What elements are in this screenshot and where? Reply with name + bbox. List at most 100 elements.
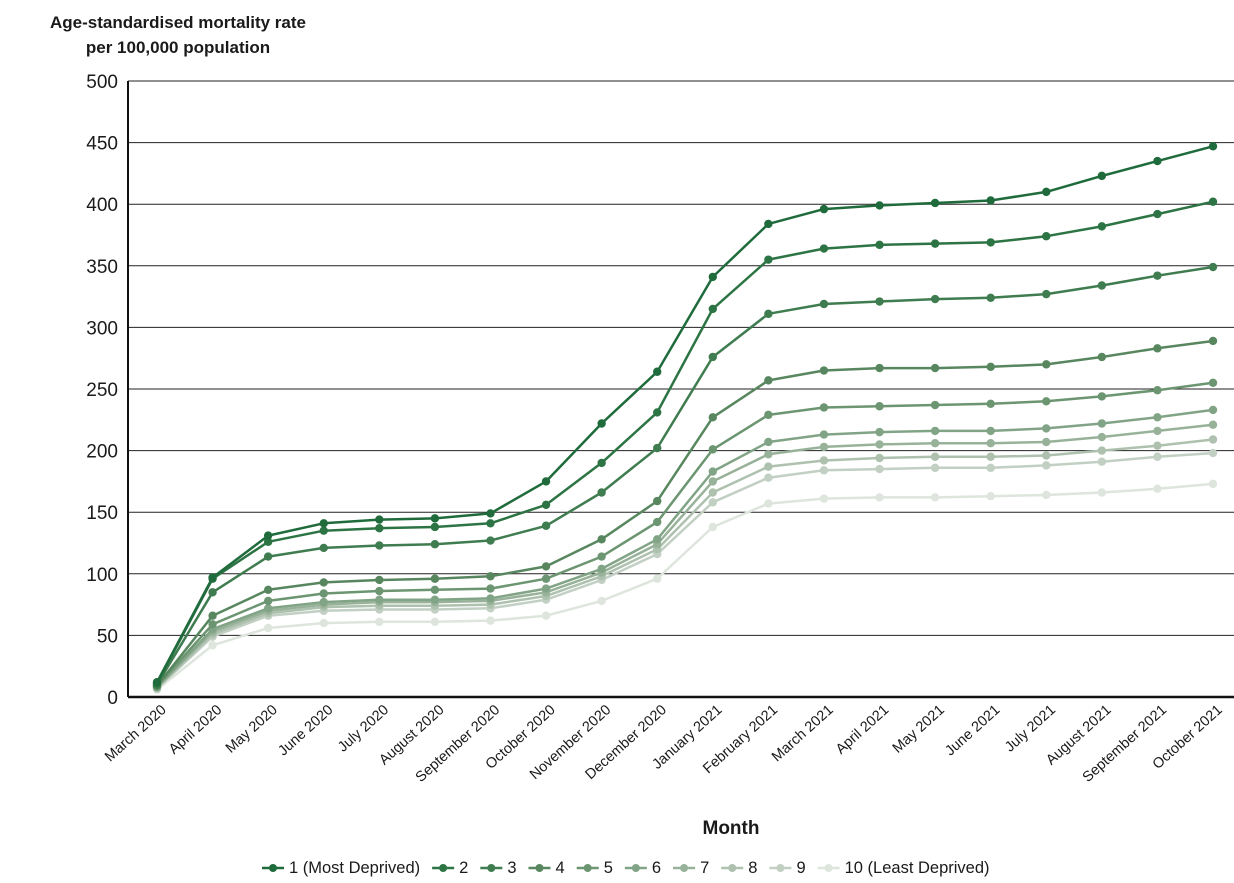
series-line: [156, 482, 1214, 691]
data-point: [1042, 187, 1051, 197]
legend-label: 2: [459, 859, 468, 877]
x-tick-label: March 2021: [769, 702, 837, 765]
data-point: [653, 367, 662, 376]
data-point: [375, 541, 384, 550]
legend-label: 6: [652, 859, 661, 877]
y-tick-label: 150: [86, 503, 118, 524]
data-point: [1153, 484, 1162, 493]
data-point: [541, 521, 551, 530]
data-point: [986, 439, 995, 448]
data-point: [819, 299, 829, 309]
data-point: [819, 430, 829, 439]
data-point: [430, 585, 440, 595]
series-line: [156, 438, 1214, 690]
data-point: [1042, 232, 1051, 241]
data-point: [1097, 222, 1107, 231]
data-point: [1208, 448, 1218, 458]
data-point: [1208, 262, 1218, 272]
data-point: [319, 578, 328, 587]
data-point: [764, 255, 773, 264]
data-point: [319, 597, 328, 607]
data-point: [986, 452, 995, 461]
data-point: [930, 452, 940, 461]
data-point: [1208, 420, 1218, 429]
data-point: [375, 575, 384, 585]
data-point: [486, 584, 495, 593]
data-point: [930, 493, 940, 502]
data-point: [708, 522, 717, 532]
data-point: [1042, 451, 1051, 460]
data-point: [430, 514, 440, 523]
x-tick-label: June 2021: [942, 702, 1003, 759]
data-point: [1097, 352, 1107, 362]
data-point: [653, 496, 662, 506]
legend-marker: [487, 864, 496, 872]
data-point: [930, 439, 940, 448]
data-point: [1042, 397, 1051, 406]
y-tick-label: 0: [107, 688, 118, 709]
y-axis-title-line-1: Age-standardised mortality rate: [49, 13, 306, 32]
y-tick-label: 350: [86, 257, 118, 278]
data-point: [208, 573, 217, 582]
data-point: [1097, 171, 1107, 181]
data-point: [263, 623, 273, 633]
data-point: [708, 413, 717, 422]
data-point: [1097, 446, 1107, 455]
y-tick-label: 250: [86, 380, 118, 401]
data-point: [1042, 437, 1051, 447]
data-point: [597, 552, 606, 561]
data-point: [875, 402, 884, 411]
series-line: [156, 423, 1214, 688]
data-point: [819, 366, 829, 375]
y-tick-label: 400: [86, 195, 118, 216]
data-point: [541, 584, 551, 593]
data-point: [375, 515, 384, 524]
data-point: [764, 473, 773, 482]
data-point: [597, 535, 606, 544]
legend-label: 8: [748, 859, 757, 877]
x-tick-label: July 2021: [1002, 702, 1059, 755]
legend-label: 5: [604, 859, 613, 877]
legend-marker: [631, 864, 640, 872]
data-point: [541, 574, 551, 583]
series-line: [155, 145, 1214, 683]
data-point: [708, 488, 717, 497]
data-point: [208, 588, 217, 597]
data-point: [819, 466, 829, 475]
data-point: [764, 376, 773, 385]
data-point: [819, 244, 829, 253]
data-point: [986, 238, 995, 247]
data-point: [430, 574, 440, 583]
data-point: [708, 498, 717, 507]
data-point: [1097, 392, 1107, 401]
data-point: [263, 537, 273, 546]
data-point: [1042, 360, 1051, 369]
legend-marker: [439, 864, 448, 872]
data-point: [875, 363, 884, 373]
data-point: [986, 463, 995, 473]
data-point: [486, 519, 495, 528]
data-point: [708, 477, 717, 486]
data-point: [541, 611, 551, 620]
y-tick-label: 450: [86, 134, 118, 155]
data-point: [819, 442, 829, 452]
data-point: [430, 617, 440, 627]
data-point: [541, 477, 551, 486]
data-point: [263, 604, 273, 613]
data-point: [819, 456, 829, 465]
legend-marker: [535, 864, 544, 872]
data-point: [152, 678, 162, 687]
data-point: [1097, 419, 1107, 428]
data-point: [930, 198, 940, 208]
data-point: [875, 464, 884, 474]
data-point: [875, 201, 884, 210]
data-point: [263, 585, 273, 595]
legend-marker: [728, 864, 737, 872]
data-point: [1153, 426, 1162, 436]
data-point: [986, 362, 995, 372]
data-point: [486, 616, 495, 625]
data-point: [375, 586, 384, 596]
x-tick-label: May 2021: [890, 702, 948, 757]
x-axis-title: Month: [703, 818, 760, 839]
data-point: [1153, 452, 1162, 461]
